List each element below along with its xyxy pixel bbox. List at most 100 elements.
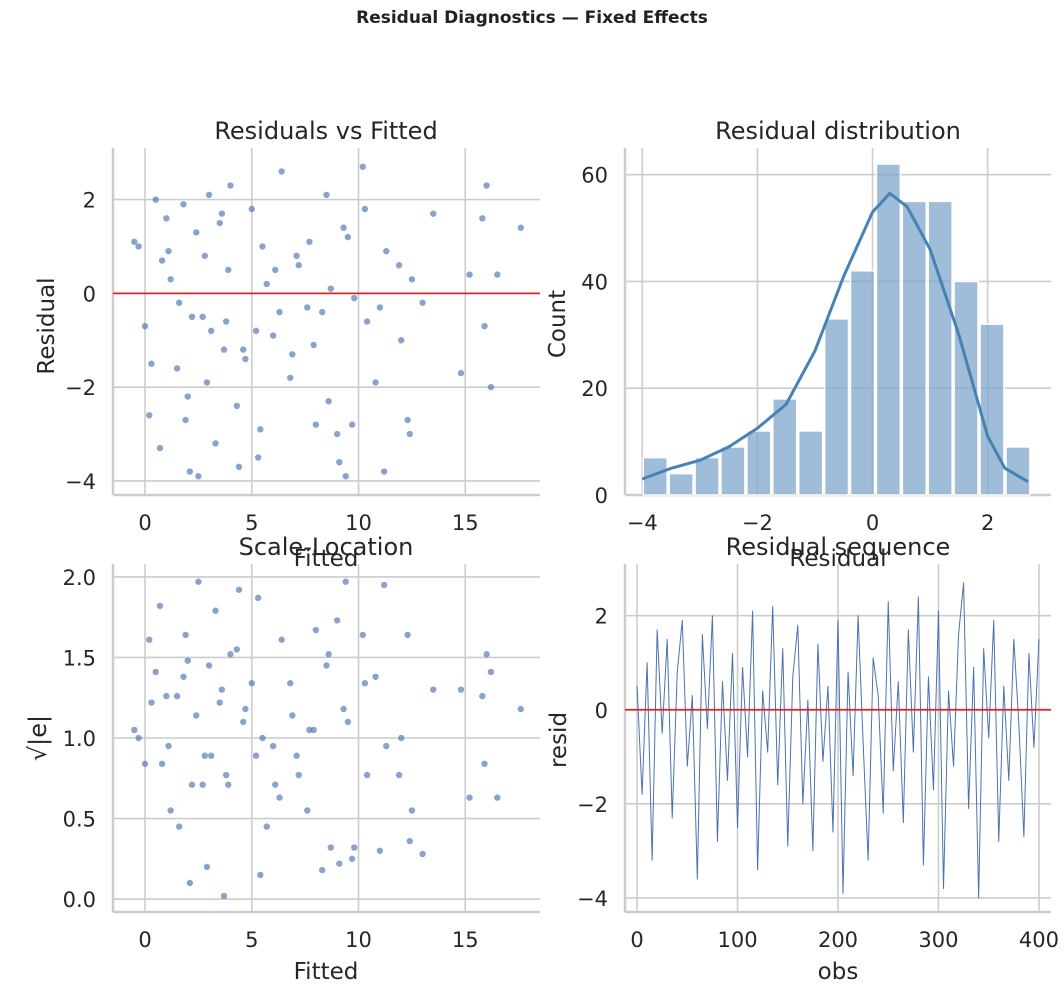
histogram-bar	[901, 200, 927, 496]
x-tick-label: 400	[1019, 928, 1059, 952]
scatter-point	[481, 760, 488, 767]
scatter-point	[233, 402, 241, 410]
scatter-point	[180, 673, 187, 680]
scatter-point	[156, 602, 164, 610]
scatter-point	[165, 247, 172, 255]
scatter-point	[201, 752, 209, 759]
scatter-point	[195, 473, 202, 480]
panel-title: Residual sequence	[726, 533, 951, 561]
scatter-point	[242, 355, 249, 363]
scatter-point	[483, 182, 490, 189]
y-tick-label: 2.0	[63, 566, 96, 590]
x-tick-label: 10	[345, 928, 372, 952]
scatter-point	[395, 771, 403, 779]
scatter-point	[212, 440, 219, 447]
scatter-point	[304, 304, 311, 311]
scatter-point	[376, 304, 384, 311]
scatter-point	[306, 726, 313, 734]
scatter-point	[361, 205, 369, 213]
scatter-point	[193, 712, 200, 719]
scatter-point	[312, 626, 320, 634]
scatter-point	[295, 771, 302, 779]
scatter-point	[146, 412, 153, 419]
scatter-point	[222, 771, 230, 779]
scatter-point	[220, 346, 228, 353]
scatter-point	[158, 760, 166, 767]
scatter-point	[212, 607, 219, 614]
scatter-point	[344, 718, 352, 726]
y-tick-label: 1.5	[63, 646, 96, 670]
scatter-point	[278, 636, 285, 643]
scatter-point	[257, 426, 264, 433]
scatter-point	[148, 699, 155, 706]
scatter-point	[276, 308, 283, 316]
scatter-point	[293, 252, 300, 260]
scatter-point	[481, 322, 488, 330]
scatter-point	[466, 271, 473, 278]
scatter-point	[216, 699, 223, 706]
y-tick-label: 20	[581, 377, 608, 401]
scatter-point	[188, 781, 196, 788]
scatter-point	[203, 863, 211, 871]
histogram-bar	[642, 456, 668, 496]
scatter-point	[240, 718, 247, 726]
x-tick-label: 15	[452, 511, 479, 535]
plot-area: 0 100 200 300 400 −4 −2 0 2	[577, 564, 1059, 952]
histogram-bar	[720, 446, 746, 496]
scatter-point	[148, 360, 155, 367]
scatter-point	[259, 734, 266, 742]
scatter-point	[218, 686, 226, 693]
histogram-bar	[875, 163, 902, 496]
y-axis-label: Count	[545, 290, 571, 358]
scatter-point	[199, 313, 206, 321]
panel-title: Scale-Location	[239, 533, 414, 561]
scatter-point	[372, 673, 379, 680]
x-tick-label: 10	[345, 511, 372, 535]
scatter-point	[419, 299, 426, 306]
scatter-point	[205, 191, 213, 199]
scatter-point	[287, 680, 294, 687]
scatter-point	[131, 726, 138, 734]
scatter-point	[235, 586, 243, 593]
scatter-point	[494, 271, 501, 278]
scatter-point	[333, 617, 341, 624]
scatter-point	[269, 332, 277, 339]
scatter-point	[306, 238, 313, 245]
scatter-point	[359, 631, 366, 639]
kde-curve	[641, 191, 1029, 483]
scatter-point	[404, 416, 411, 424]
x-tick-label: 200	[818, 928, 858, 952]
scatter-point	[188, 313, 196, 321]
scatter-point	[199, 781, 206, 788]
histogram-bar	[746, 430, 772, 496]
x-axis-label: Fitted	[294, 546, 359, 572]
scatter-point	[218, 210, 226, 217]
scatter-point	[406, 837, 413, 845]
y-tick-label: −2	[65, 376, 96, 400]
scatter-point	[325, 398, 332, 405]
histogram-bar	[979, 323, 1005, 496]
y-tick-label: −4	[577, 887, 608, 911]
scatter-point	[248, 680, 255, 687]
scatter-point	[184, 657, 191, 664]
scatter-point	[263, 823, 270, 830]
histogram-bar	[823, 318, 850, 496]
scatter-point	[141, 322, 149, 330]
x-tick-label: 15	[452, 928, 479, 952]
scatter-point	[235, 463, 243, 471]
scatter-point	[363, 318, 371, 325]
y-tick-label: −2	[577, 793, 608, 817]
scatter-point	[327, 285, 334, 292]
scatter-point	[351, 844, 358, 851]
scatter-point	[227, 182, 234, 189]
histogram-bar	[927, 200, 953, 496]
x-tick-label: 5	[245, 511, 258, 535]
scatter-point	[263, 280, 270, 288]
histogram-bar	[772, 398, 798, 496]
x-tick-label: 2	[981, 511, 994, 535]
y-tick-label: 40	[581, 270, 608, 294]
scatter-point	[195, 578, 202, 585]
scatter-point	[156, 444, 164, 452]
